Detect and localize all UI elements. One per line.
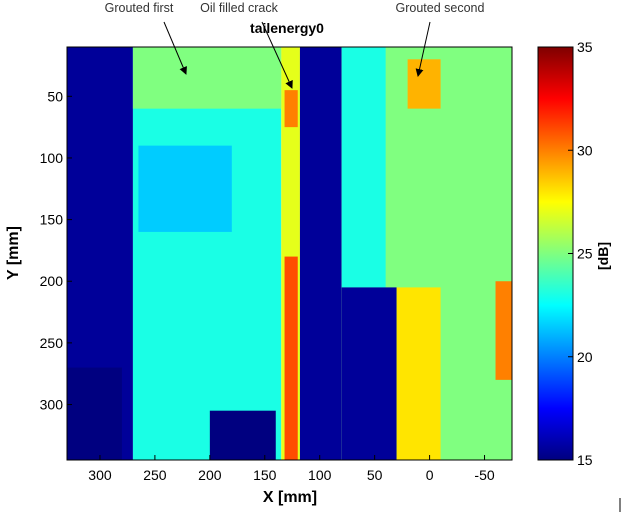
x-axis-label: X [mm] — [263, 489, 317, 506]
x-tick-label: 250 — [143, 467, 167, 483]
heatmap-region-2 — [132, 47, 282, 109]
colorbar-tick-label: 20 — [577, 349, 593, 365]
heatmap-region-5 — [209, 410, 276, 460]
y-axis: 50 100 150 200 250 300 — [40, 88, 72, 413]
annotation-arrow-grouted-second — [415, 21, 431, 77]
chart-title: tailenergy0 — [250, 20, 324, 36]
heatmap-region-7 — [284, 90, 298, 128]
y-tick-label: 150 — [40, 212, 64, 228]
heatmap-regions — [67, 47, 512, 460]
heatmap-region-12 — [341, 287, 397, 460]
colorbar-tick-label: 35 — [577, 39, 593, 55]
colorbar — [537, 46, 574, 461]
heatmap-region-11 — [341, 47, 386, 288]
colorbar-tick-label: 15 — [577, 452, 593, 468]
y-tick-label: 100 — [40, 150, 64, 166]
y-tick-label: 250 — [40, 335, 64, 351]
annotation-grouted-first: Grouted first — [105, 1, 174, 15]
annotation-oil-filled-crack: Oil filled crack — [200, 1, 279, 15]
x-axis: 300 250 200 150 100 50 0 -50 — [88, 455, 495, 483]
y-tick-label: 300 — [40, 397, 64, 413]
heatmap-region-8 — [284, 256, 298, 460]
y-tick-label: 50 — [47, 88, 63, 104]
x-tick-label: 300 — [88, 467, 112, 483]
colorbar-tick-label: 25 — [577, 246, 593, 262]
x-tick-label: 0 — [426, 467, 434, 483]
plot-frame — [66, 46, 513, 461]
heatmap-region-1 — [132, 47, 282, 460]
heatmap-region-4 — [67, 367, 122, 460]
heatmap-region-13 — [396, 287, 441, 460]
x-tick-label: -50 — [474, 467, 494, 483]
y-axis-label: Y [mm] — [5, 226, 22, 280]
colorbar-label: [dB] — [595, 242, 611, 270]
y-tick-label: 200 — [40, 273, 64, 289]
x-tick-label: 100 — [308, 467, 332, 483]
colorbar-tick-label: 30 — [577, 142, 593, 158]
annotation-grouted-second: Grouted second — [396, 1, 485, 15]
colorbar-ticks: 15 20 25 30 35 — [568, 39, 593, 468]
heatmap-region-14 — [495, 281, 512, 380]
heatmap-region-3 — [138, 145, 232, 232]
annotation-arrow-oil-filled-crack — [261, 21, 293, 89]
x-tick-label: 200 — [198, 467, 222, 483]
heatmap-region-15 — [407, 59, 441, 109]
x-tick-label: 150 — [253, 467, 277, 483]
heatmap-region-9 — [299, 47, 342, 460]
x-tick-label: 50 — [367, 467, 383, 483]
annotation-arrow-grouted-first — [163, 21, 187, 75]
